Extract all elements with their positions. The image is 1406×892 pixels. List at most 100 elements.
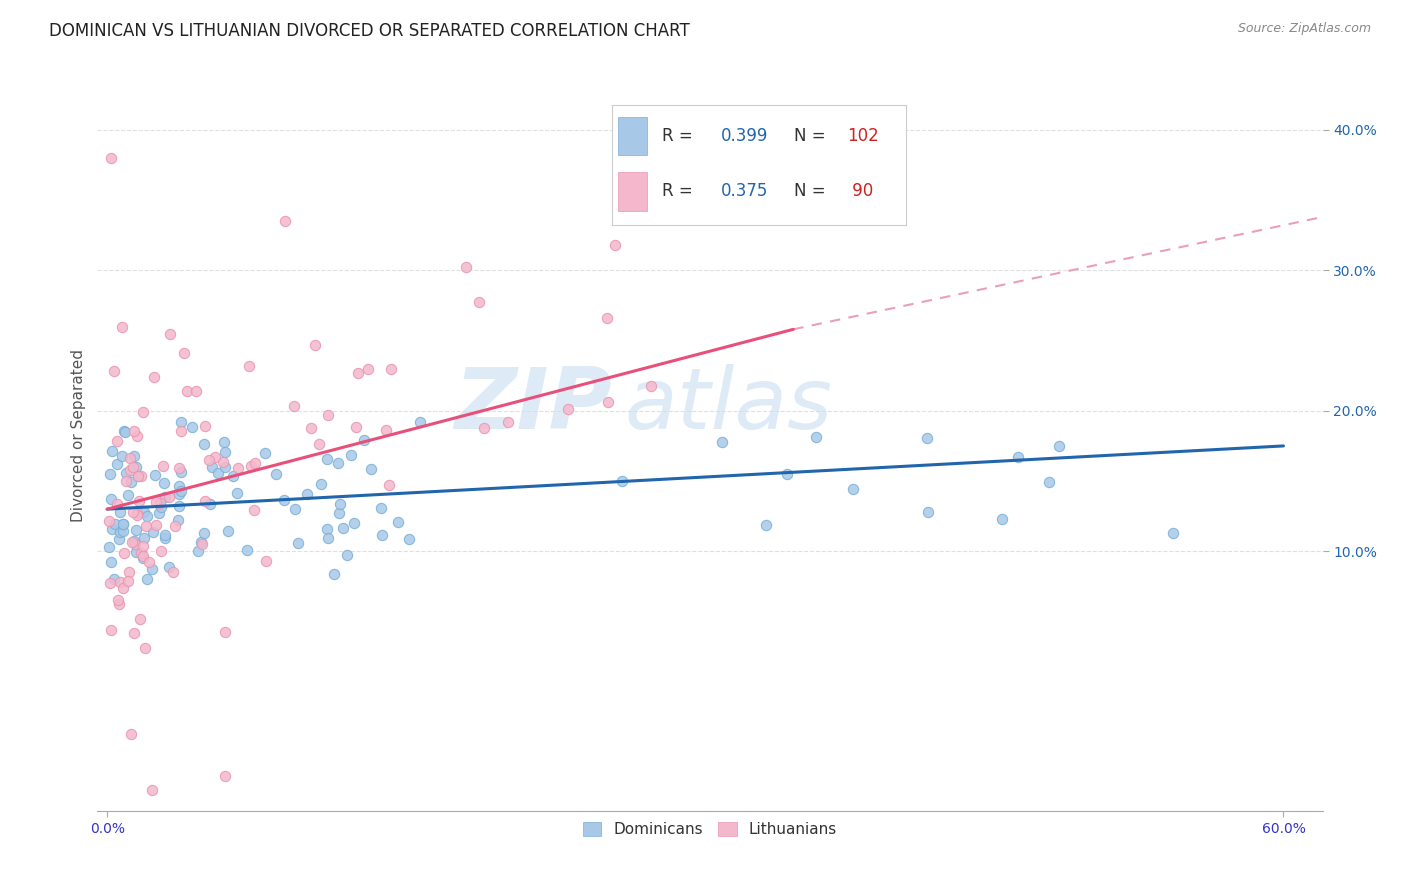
Point	[155, 528, 177, 542]
Point	[1047, 439, 1070, 453]
Point	[557, 401, 579, 416]
Point	[132, 506, 155, 520]
Point	[157, 560, 180, 574]
Point	[112, 424, 135, 438]
Point	[111, 449, 134, 463]
Point	[1038, 475, 1060, 489]
Point	[468, 295, 491, 310]
Point	[243, 457, 266, 471]
Point	[114, 475, 136, 489]
Text: ZIP: ZIP	[454, 364, 612, 447]
Point	[377, 478, 399, 492]
Point	[100, 151, 122, 165]
Point	[145, 495, 167, 509]
Point	[273, 492, 295, 507]
Point	[191, 537, 214, 551]
Point	[159, 326, 181, 341]
Point	[136, 509, 159, 524]
Point	[323, 566, 346, 581]
Point	[153, 531, 176, 545]
Point	[357, 362, 380, 376]
Point	[136, 573, 159, 587]
Point	[132, 539, 155, 553]
Point	[193, 526, 215, 541]
Point	[193, 436, 215, 450]
Point	[374, 424, 396, 438]
Point	[127, 428, 149, 442]
Point	[1007, 450, 1029, 464]
Point	[132, 405, 155, 419]
Point	[170, 425, 193, 439]
Point	[165, 518, 187, 533]
Point	[596, 311, 619, 326]
Point	[287, 536, 309, 550]
Point	[347, 366, 370, 380]
Point	[200, 497, 222, 511]
Point	[149, 496, 172, 510]
Point	[284, 502, 307, 516]
Point	[176, 384, 198, 398]
Point	[118, 450, 141, 465]
Point	[308, 437, 330, 451]
Point	[398, 532, 420, 546]
Point	[360, 462, 382, 476]
Point	[387, 516, 409, 530]
Point	[122, 459, 145, 474]
Point	[108, 597, 131, 611]
Point	[121, 535, 143, 549]
Point	[125, 523, 148, 537]
Point	[187, 543, 209, 558]
Point	[454, 260, 477, 274]
Point	[134, 641, 156, 656]
Point	[842, 482, 865, 496]
Point	[214, 625, 236, 640]
Point	[101, 444, 124, 458]
Point	[299, 421, 322, 435]
Point	[100, 555, 122, 569]
Point	[472, 420, 495, 434]
Point	[1161, 525, 1184, 540]
Point	[124, 545, 146, 559]
Point	[214, 444, 236, 458]
Point	[105, 457, 128, 471]
Point	[111, 524, 134, 538]
Point	[98, 540, 121, 554]
Point	[103, 573, 125, 587]
Point	[120, 727, 142, 741]
Point	[343, 516, 366, 530]
Point	[142, 524, 165, 539]
Point	[110, 525, 132, 540]
Legend: Dominicans, Lithuanians: Dominicans, Lithuanians	[575, 814, 845, 845]
Point	[107, 592, 129, 607]
Point	[991, 511, 1014, 525]
Point	[122, 533, 145, 548]
Point	[353, 433, 375, 447]
Point	[605, 238, 627, 252]
Point	[169, 415, 191, 429]
Point	[141, 562, 163, 576]
Point	[917, 505, 939, 519]
Point	[111, 319, 134, 334]
Text: atlas: atlas	[624, 364, 832, 447]
Point	[152, 458, 174, 473]
Point	[155, 490, 177, 504]
Point	[186, 384, 208, 398]
Point	[122, 504, 145, 518]
Point	[598, 395, 620, 409]
Point	[148, 506, 170, 520]
Point	[181, 420, 204, 434]
Point	[236, 542, 259, 557]
Point	[124, 537, 146, 551]
Point	[198, 453, 221, 467]
Point	[167, 479, 190, 493]
Point	[128, 494, 150, 508]
Point	[344, 420, 367, 434]
Point	[332, 521, 354, 535]
Point	[110, 505, 132, 519]
Point	[274, 213, 297, 227]
Point	[409, 416, 432, 430]
Point	[222, 468, 245, 483]
Point	[103, 363, 125, 377]
Point	[100, 491, 122, 506]
Point	[100, 623, 122, 637]
